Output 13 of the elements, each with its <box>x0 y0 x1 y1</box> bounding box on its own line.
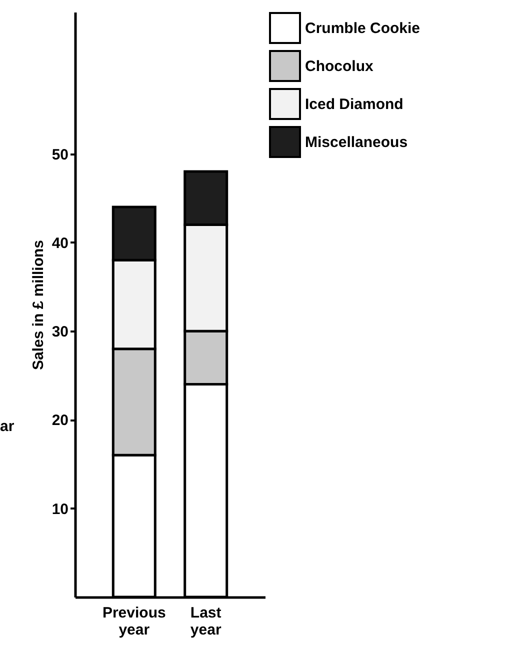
x-tick-label: Previous year <box>102 604 166 638</box>
y-tick-label: 40 <box>52 234 68 252</box>
y-tick-label: 50 <box>52 146 68 164</box>
x-tick-label: Last year <box>190 604 222 638</box>
y-axis-title: Sales in £ millions <box>30 240 47 370</box>
y-tick-label: 20 <box>52 412 68 430</box>
legend-label: Crumble Cookie <box>305 20 420 37</box>
legend-label: Miscellaneous <box>305 134 408 151</box>
legend-label: Iced Diamond <box>305 96 404 113</box>
legend-label: Chocolux <box>305 58 374 75</box>
y-tick-label: 30 <box>52 324 68 341</box>
text: ar <box>0 418 14 435</box>
y-tick-label: 10 <box>52 500 68 518</box>
